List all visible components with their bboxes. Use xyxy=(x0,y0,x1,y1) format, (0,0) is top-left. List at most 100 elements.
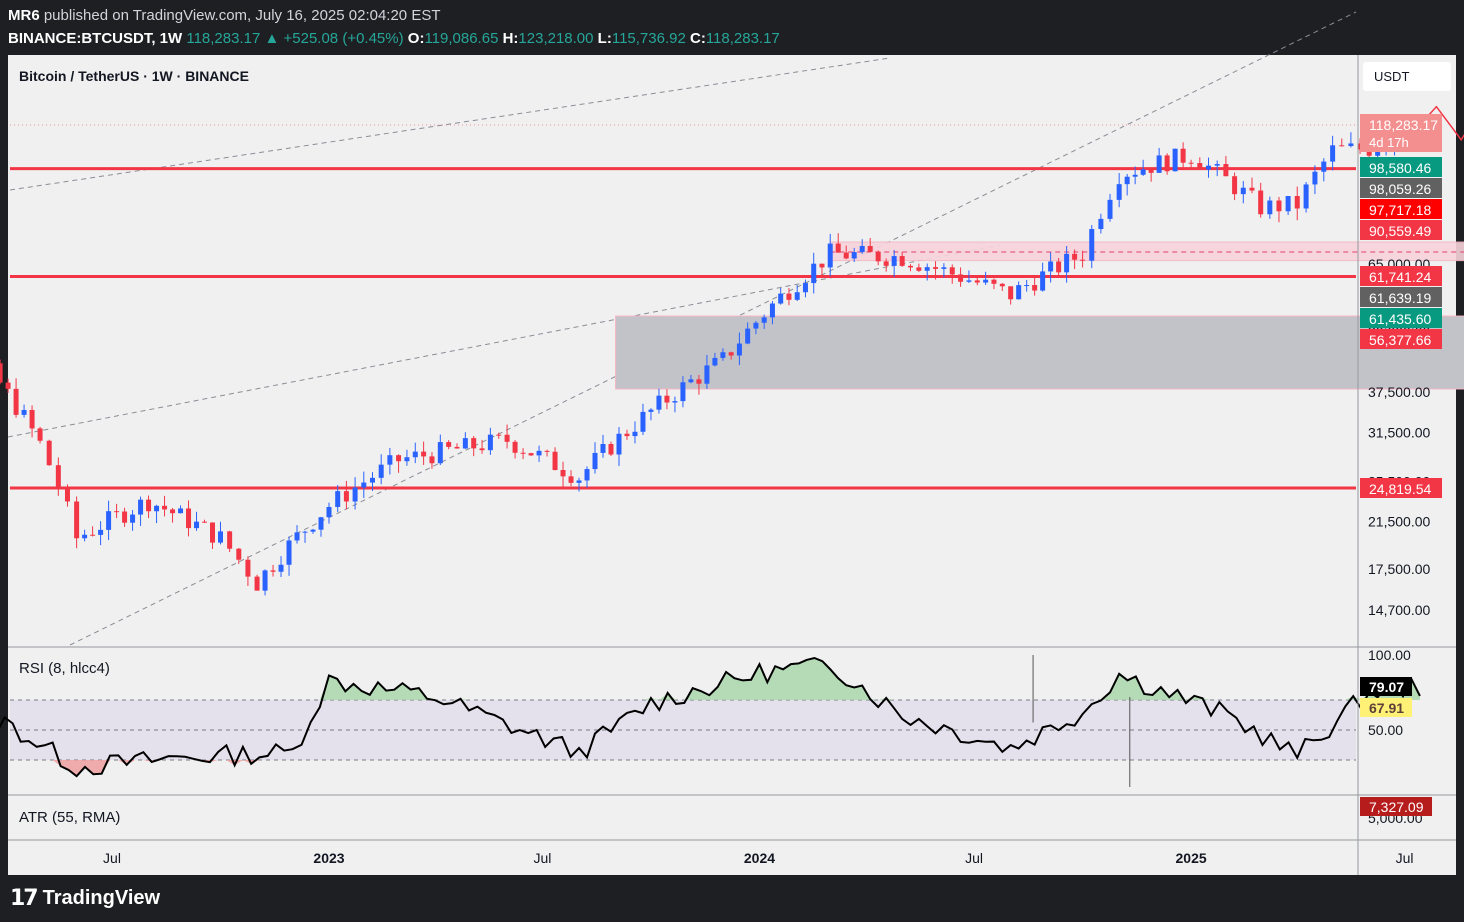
channel-line[interactable] xyxy=(7,244,1001,438)
candle[interactable] xyxy=(1330,135,1336,171)
tradingview-logo-icon[interactable]: 𝟭𝟳 xyxy=(10,885,39,910)
candle[interactable] xyxy=(974,275,980,286)
candle[interactable] xyxy=(1140,159,1146,176)
candle[interactable] xyxy=(278,556,284,578)
candle[interactable] xyxy=(437,434,443,466)
candle[interactable] xyxy=(1132,166,1138,185)
candle[interactable] xyxy=(13,378,19,418)
candle[interactable] xyxy=(1339,138,1345,147)
candle[interactable] xyxy=(302,530,308,543)
candle[interactable] xyxy=(835,233,841,253)
candle[interactable] xyxy=(908,264,914,272)
candle[interactable] xyxy=(352,477,358,510)
candle[interactable] xyxy=(544,449,550,457)
candle[interactable] xyxy=(1080,250,1086,268)
candle[interactable] xyxy=(162,495,168,517)
symbol-name[interactable]: BINANCE:BTCUSDT xyxy=(8,30,152,47)
candle[interactable] xyxy=(138,496,144,526)
candle[interactable] xyxy=(202,519,208,523)
candle[interactable] xyxy=(1032,276,1038,296)
candle[interactable] xyxy=(1164,153,1170,175)
candle[interactable] xyxy=(361,471,367,499)
candle[interactable] xyxy=(98,521,104,546)
candle[interactable] xyxy=(82,529,88,542)
candle[interactable] xyxy=(496,432,502,439)
candle[interactable] xyxy=(899,252,905,267)
candle[interactable] xyxy=(270,564,276,577)
candle[interactable] xyxy=(504,424,510,449)
candle[interactable] xyxy=(859,239,865,254)
candle[interactable] xyxy=(584,466,590,488)
candle[interactable] xyxy=(1303,182,1309,213)
candle[interactable] xyxy=(106,500,112,541)
candle[interactable] xyxy=(1172,148,1178,172)
candle[interactable] xyxy=(1098,213,1104,234)
candle[interactable] xyxy=(696,374,702,395)
candle[interactable] xyxy=(778,287,784,305)
candle[interactable] xyxy=(21,404,27,418)
candle[interactable] xyxy=(924,263,930,281)
candle[interactable] xyxy=(1205,157,1211,178)
candle[interactable] xyxy=(1180,142,1186,170)
projection-path[interactable] xyxy=(1419,101,1464,240)
candle[interactable] xyxy=(369,472,375,491)
candle[interactable] xyxy=(46,439,52,466)
candle[interactable] xyxy=(479,439,485,454)
candle[interactable] xyxy=(29,405,35,438)
candle[interactable] xyxy=(769,301,775,325)
candle[interactable] xyxy=(236,547,242,564)
candle[interactable] xyxy=(454,443,460,449)
candle[interactable] xyxy=(1056,258,1062,277)
candle[interactable] xyxy=(1188,159,1194,169)
candle[interactable] xyxy=(802,279,808,298)
candle[interactable] xyxy=(396,454,402,473)
candle[interactable] xyxy=(343,480,349,510)
candle[interactable] xyxy=(318,516,324,537)
candle[interactable] xyxy=(1232,172,1238,201)
candle[interactable] xyxy=(672,396,678,413)
candle[interactable] xyxy=(1156,147,1162,173)
candle[interactable] xyxy=(421,441,427,465)
candle[interactable] xyxy=(170,507,176,523)
candle[interactable] xyxy=(55,457,61,496)
candle[interactable] xyxy=(387,447,393,475)
candle[interactable] xyxy=(640,403,646,436)
candle[interactable] xyxy=(218,521,223,545)
candle[interactable] xyxy=(245,556,251,586)
candle[interactable] xyxy=(310,528,316,534)
candle[interactable] xyxy=(1116,173,1122,208)
candle[interactable] xyxy=(1214,160,1220,177)
candle[interactable] xyxy=(819,263,825,278)
candle[interactable] xyxy=(429,452,435,469)
candle[interactable] xyxy=(90,526,96,537)
candle[interactable] xyxy=(761,314,767,329)
candle[interactable] xyxy=(1285,196,1291,215)
channel-line[interactable] xyxy=(69,11,1357,646)
candle[interactable] xyxy=(867,237,873,252)
time-axis[interactable]: Jul2023Jul2024Jul2025Jul2026Jul2027Jul20… xyxy=(103,850,1464,866)
candle[interactable] xyxy=(728,351,734,360)
candle[interactable] xyxy=(616,427,622,466)
candle[interactable] xyxy=(186,500,192,537)
candle[interactable] xyxy=(286,536,292,576)
candle[interactable] xyxy=(966,270,972,284)
candle[interactable] xyxy=(412,442,418,464)
candle[interactable] xyxy=(592,442,598,474)
candle[interactable] xyxy=(720,348,726,361)
candle[interactable] xyxy=(1024,279,1030,292)
candle[interactable] xyxy=(958,267,964,287)
candle[interactable] xyxy=(37,426,43,444)
candle[interactable] xyxy=(648,408,654,421)
candle[interactable] xyxy=(736,332,742,366)
candle[interactable] xyxy=(1249,177,1255,194)
candle[interactable] xyxy=(1072,249,1078,270)
candle[interactable] xyxy=(811,252,817,294)
candle[interactable] xyxy=(688,374,694,384)
brand-name[interactable]: TradingView xyxy=(42,886,161,909)
candle[interactable] xyxy=(5,378,11,393)
candle[interactable] xyxy=(378,454,384,485)
candle[interactable] xyxy=(536,445,542,462)
candle[interactable] xyxy=(941,263,947,278)
candle[interactable] xyxy=(146,495,152,519)
candle[interactable] xyxy=(64,484,70,507)
